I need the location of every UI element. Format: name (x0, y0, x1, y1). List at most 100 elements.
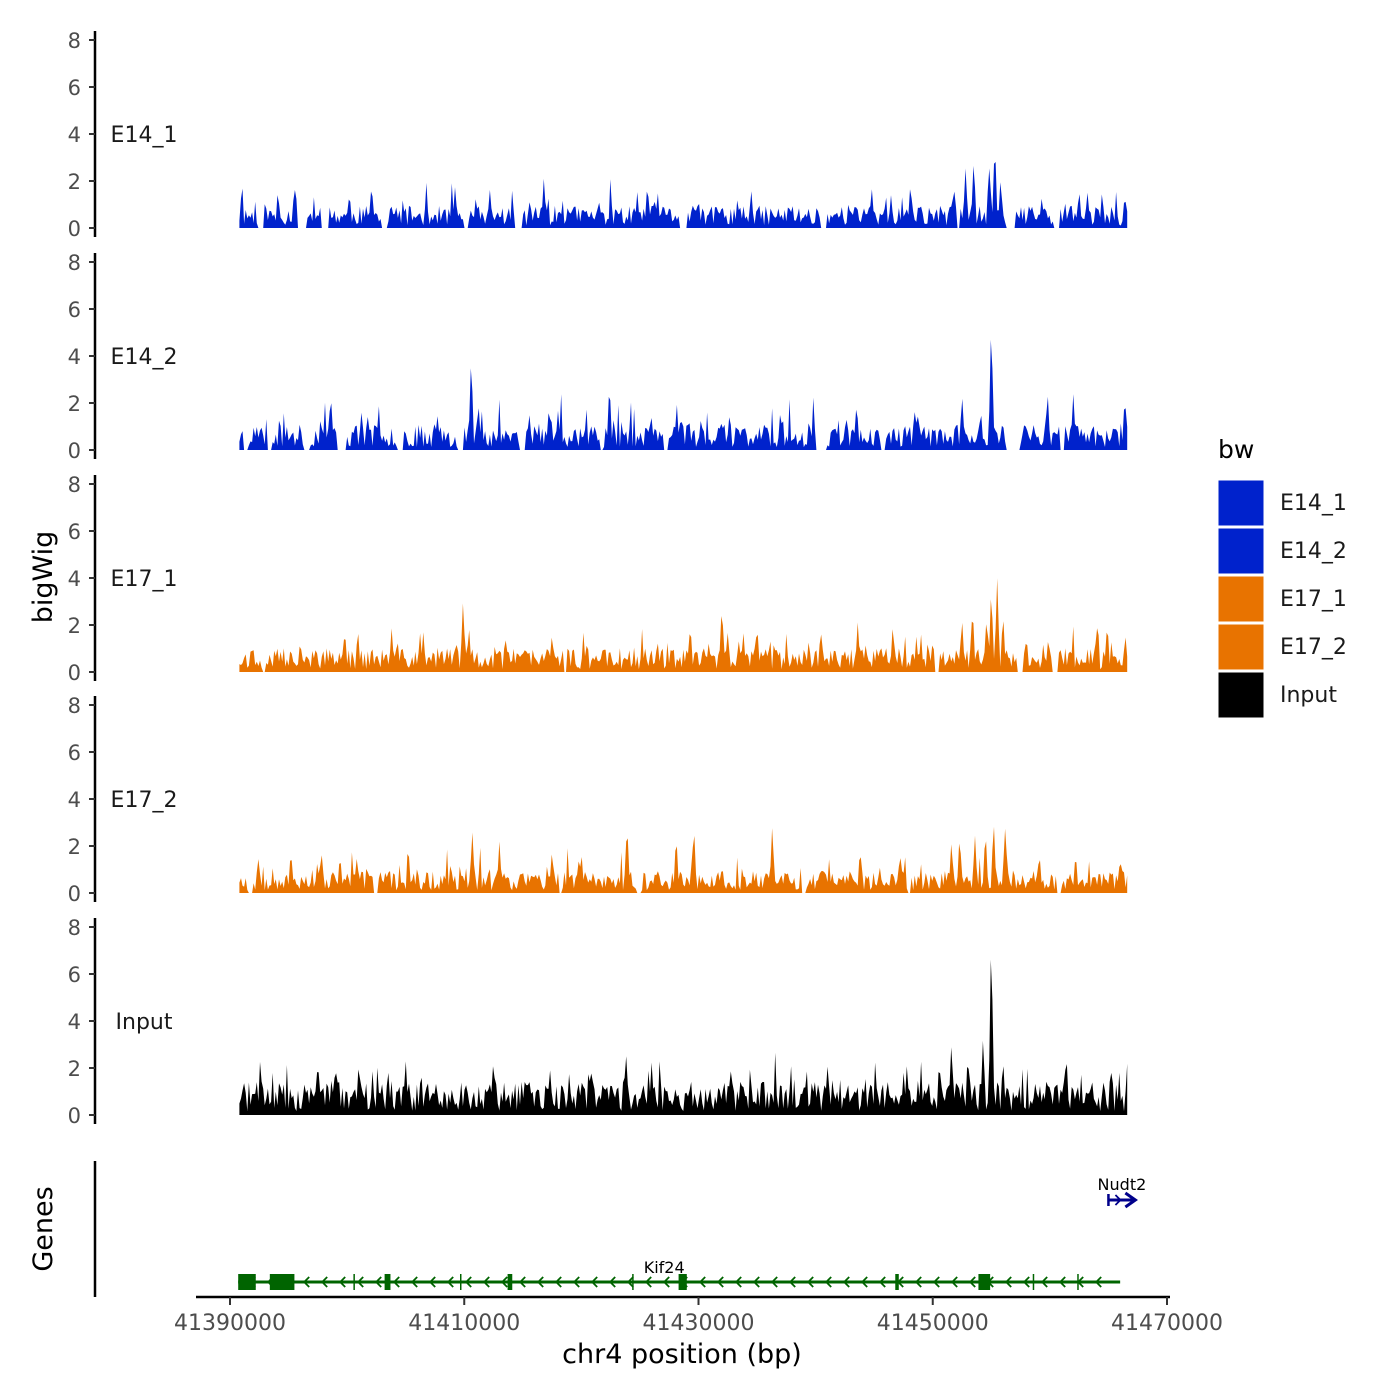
y-tick-label: 2 (68, 1057, 81, 1081)
y-tick-label: 4 (68, 1010, 81, 1034)
strand-arrow (428, 1276, 436, 1288)
strand-arrow (572, 1276, 580, 1288)
gene-nudt2: Nudt2 (1098, 1175, 1147, 1209)
legend-label: E17_2 (1280, 635, 1347, 660)
signal-area-e14-1 (239, 162, 1128, 228)
strand-arrow (410, 1276, 418, 1288)
strand-arrow (770, 1276, 778, 1288)
strand-arrow (968, 1276, 976, 1288)
gene-label: Kif24 (644, 1258, 685, 1277)
strand-arrow (392, 1276, 400, 1288)
gene-kif24: Kif24 (238, 1258, 1121, 1290)
strand-arrow (1022, 1276, 1030, 1288)
legend-label: E14_2 (1280, 539, 1347, 564)
strand-arrow (464, 1276, 472, 1288)
strand-arrow (1040, 1276, 1048, 1288)
y-tick-label: 6 (68, 741, 81, 765)
y-tick-label: 2 (68, 170, 81, 194)
strand-arrow (482, 1276, 490, 1288)
strand-arrow (644, 1276, 652, 1288)
legend: bw E14_1 E14_2 E17_1 E17_2 Input (1217, 435, 1347, 719)
x-axis-title: chr4 position (bp) (562, 1339, 802, 1370)
y-tick-label: 6 (68, 520, 81, 544)
track-panels: 0 2 4 6 8 E14_1 0 2 4 6 8 E14_2 0 2 4 6 8 E17_1 0 2 4 6 8 E17_2… (68, 29, 1128, 1128)
strand-arrow (1058, 1276, 1066, 1288)
exon-block (384, 1274, 391, 1290)
y-tick-label: 8 (68, 694, 81, 718)
signal-area-e14-2 (239, 339, 1128, 450)
strand-arrow (950, 1276, 958, 1288)
y-tick-label: 6 (68, 298, 81, 322)
strand-arrow (1004, 1276, 1012, 1288)
track-panel-e17-2: 0 2 4 6 8 E17_2 (68, 694, 1128, 906)
x-tick-label: 41430000 (643, 1311, 755, 1336)
x-tick-label: 41410000 (408, 1311, 520, 1336)
gene-label: Nudt2 (1098, 1175, 1147, 1194)
strand-arrow (932, 1276, 940, 1288)
track-panel-e14-2: 0 2 4 6 8 E14_2 (68, 251, 1128, 463)
strand-arrow (626, 1276, 634, 1288)
legend-label: E14_1 (1280, 491, 1347, 516)
y-tick-label: 4 (68, 345, 81, 369)
y-axis-title: bigWig (28, 531, 59, 624)
track-label: E17_1 (111, 567, 178, 592)
exon-block (238, 1274, 256, 1290)
strand-arrow (518, 1276, 526, 1288)
legend-swatch (1217, 479, 1265, 527)
strand-arrow (338, 1276, 346, 1288)
y-tick-label: 6 (68, 963, 81, 987)
strand-arrow (806, 1276, 814, 1288)
y-tick-label: 4 (68, 567, 81, 591)
strand-arrow (356, 1276, 364, 1288)
strand-arrow (1114, 1194, 1122, 1206)
strand-arrow (320, 1276, 328, 1288)
track-label: E14_2 (111, 345, 178, 370)
legend-swatch (1217, 623, 1265, 671)
strand-arrow (698, 1276, 706, 1288)
strand-arrow (824, 1276, 832, 1288)
y-tick-label: 0 (68, 661, 81, 685)
y-tick-label: 2 (68, 835, 81, 859)
strand-arrow (302, 1276, 310, 1288)
strand-arrow (608, 1276, 616, 1288)
legend-label: E17_1 (1280, 587, 1347, 612)
track-label: E14_1 (111, 123, 178, 148)
legend-swatch (1217, 671, 1265, 719)
strand-arrow (842, 1276, 850, 1288)
x-tick-label: 41470000 (1111, 1311, 1223, 1336)
legend-swatch (1217, 575, 1265, 623)
y-tick-label: 0 (68, 882, 81, 906)
y-tick-label: 2 (68, 392, 81, 416)
strand-arrow (734, 1276, 742, 1288)
x-axis: 41390000 41410000 41430000 41450000 41470000 (174, 1295, 1223, 1336)
strand-arrow (446, 1276, 454, 1288)
strand-arrow (374, 1276, 382, 1288)
strand-arrow (500, 1276, 508, 1288)
exon-block (678, 1274, 687, 1290)
exon-block (269, 1274, 295, 1290)
y-tick-label: 8 (68, 29, 81, 53)
y-tick-label: 0 (68, 217, 81, 241)
exon-block (895, 1274, 899, 1290)
signal-area-e17-1 (239, 578, 1128, 672)
strand-arrow (590, 1276, 598, 1288)
strand-arrow (536, 1276, 544, 1288)
track-panel-e14-1: 0 2 4 6 8 E14_1 (68, 29, 1128, 241)
y-tick-label: 4 (68, 788, 81, 812)
genes-axis-title: Genes (28, 1186, 59, 1271)
y-tick-label: 0 (68, 1104, 81, 1128)
strand-arrow (716, 1276, 724, 1288)
y-tick-label: 6 (68, 76, 81, 100)
gene-end-arrow (1124, 1191, 1138, 1209)
track-panel-e17-1: 0 2 4 6 8 E17_1 (68, 473, 1128, 685)
y-tick-label: 8 (68, 916, 81, 940)
strand-arrow (878, 1276, 886, 1288)
track-label: E17_2 (111, 788, 178, 813)
legend-title: bw (1218, 435, 1254, 464)
genes-panel: Kif24 Nudt2 (93, 1161, 1147, 1297)
x-tick-label: 41390000 (174, 1311, 286, 1336)
y-tick-label: 8 (68, 251, 81, 275)
strand-arrow (788, 1276, 796, 1288)
y-tick-label: 0 (68, 439, 81, 463)
